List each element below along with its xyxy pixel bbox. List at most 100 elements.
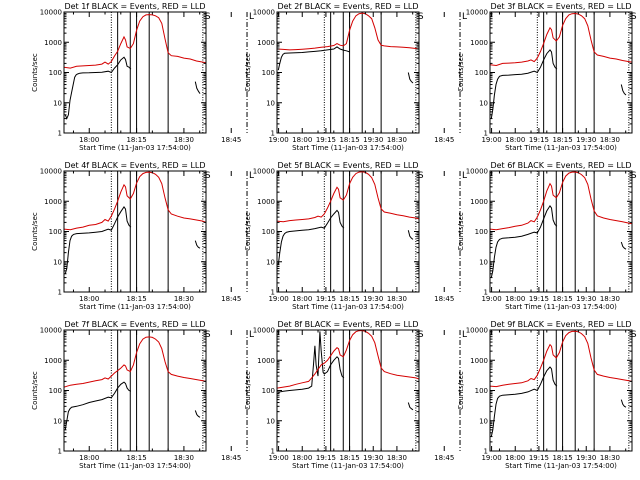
y-tick-label: 100 [262,387,275,395]
y-axis-label: Counts/sec [457,212,465,251]
interval-marker-label: S [631,330,637,340]
y-tick-label: 10000 [40,168,62,176]
y-tick-label: 10 [266,258,275,266]
y-tick-label: 100 [49,228,62,236]
events-series-line [490,366,558,437]
y-tick-label: 10 [53,99,62,107]
x-axis-label: Start Time (11-Jan-03 17:54:00) [505,144,617,152]
x-tick-label: 18:00 [292,295,312,303]
x-tick-label: 19:15 [529,454,549,462]
y-axis-label: Counts/sec [244,212,252,251]
interval-marker-label: S [631,171,637,181]
x-tick-label: 18:30 [387,136,407,144]
y-tick-label: 10000 [466,9,488,17]
x-tick-label: 19:15 [316,454,336,462]
y-tick-label: 10000 [253,327,275,335]
panel-title: Det 7f BLACK = Events, RED = LLD [64,320,205,329]
y-tick-label: 100 [475,69,488,77]
x-axis-label: Start Time (11-Jan-03 17:54:00) [292,303,404,311]
y-tick-label: 1000 [44,198,62,206]
y-tick-label: 1 [484,448,488,456]
interval-marker-label: L [462,171,467,181]
panel-title: Det 3f BLACK = Events, RED = LLD [490,2,631,11]
events-series-line [407,230,414,240]
events-series-line [490,49,558,119]
x-tick-label: 18:00 [292,136,312,144]
x-tick-label: 18:15 [552,295,572,303]
x-tick-label: 19:00 [268,454,288,462]
events-series-line [64,381,132,430]
x-tick-label: 19:30 [576,136,596,144]
x-tick-label: 19:00 [481,295,501,303]
events-series-line [194,240,201,249]
plot-frame [276,11,420,134]
y-tick-label: 1000 [470,357,488,365]
events-series-line [620,84,627,96]
x-tick-label: 18:30 [600,454,620,462]
y-axis-label: Counts/sec [244,371,252,410]
y-tick-label: 100 [49,387,62,395]
y-tick-label: 100 [475,228,488,236]
events-series-line [490,205,558,278]
y-tick-label: 100 [475,387,488,395]
y-tick-label: 1 [271,130,275,138]
panel-title: Det 4f BLACK = Events, RED = LLD [64,161,205,170]
panel-title: Det 6f BLACK = Events, RED = LLD [490,161,631,170]
y-tick-label: 1 [58,130,62,138]
x-tick-label: 18:15 [552,454,572,462]
x-tick-label: 18:15 [126,295,146,303]
lld-series-line [64,171,206,231]
x-tick-label: 18:00 [79,295,99,303]
x-tick-label: 18:15 [339,454,359,462]
x-tick-label: 18:00 [505,454,525,462]
y-tick-label: 100 [262,69,275,77]
panel-title: Det 9f BLACK = Events, RED = LLD [490,320,631,329]
y-axis-label: Counts/sec [31,53,39,92]
x-tick-label: 18:00 [79,136,99,144]
x-tick-label: 18:30 [600,136,620,144]
events-series-line [194,81,201,94]
x-axis-label: Start Time (11-Jan-03 17:54:00) [292,462,404,470]
y-tick-label: 10 [266,417,275,425]
events-series-line [277,331,345,394]
lld-series-line [277,12,419,51]
interval-marker-label: L [462,12,467,22]
panel-title: Det 1f BLACK = Events, RED = LLD [64,2,205,11]
x-axis-label: Start Time (11-Jan-03 17:54:00) [505,303,617,311]
y-tick-label: 10 [479,99,488,107]
x-tick-label: 18:00 [505,295,525,303]
events-series-line [64,206,132,274]
x-tick-label: 18:00 [292,454,312,462]
x-tick-label: 18:45 [221,136,241,144]
y-tick-label: 10000 [40,9,62,17]
y-tick-label: 1000 [257,198,275,206]
x-tick-label: 19:30 [576,454,596,462]
lld-series-line [490,171,632,231]
x-tick-label: 19:30 [363,136,383,144]
lld-series-line [277,330,419,389]
x-tick-label: 18:15 [552,136,572,144]
interval-marker-label: S [418,171,424,181]
lld-series-line [490,330,632,388]
x-tick-label: 18:30 [174,454,194,462]
panel-title: Det 5f BLACK = Events, RED = LLD [277,161,418,170]
y-tick-label: 10000 [40,327,62,335]
x-axis-label: Start Time (11-Jan-03 17:54:00) [79,144,191,152]
y-tick-label: 10000 [466,168,488,176]
x-tick-label: 19:00 [481,136,501,144]
x-tick-label: 18:30 [387,295,407,303]
interval-marker-label: L [249,330,254,340]
y-tick-label: 10000 [466,327,488,335]
y-tick-label: 10000 [253,168,275,176]
x-tick-label: 19:30 [363,454,383,462]
y-tick-label: 1000 [44,39,62,47]
events-series-line [407,72,414,84]
y-tick-label: 1000 [257,357,275,365]
events-series-line [407,402,414,411]
y-tick-label: 10 [53,417,62,425]
